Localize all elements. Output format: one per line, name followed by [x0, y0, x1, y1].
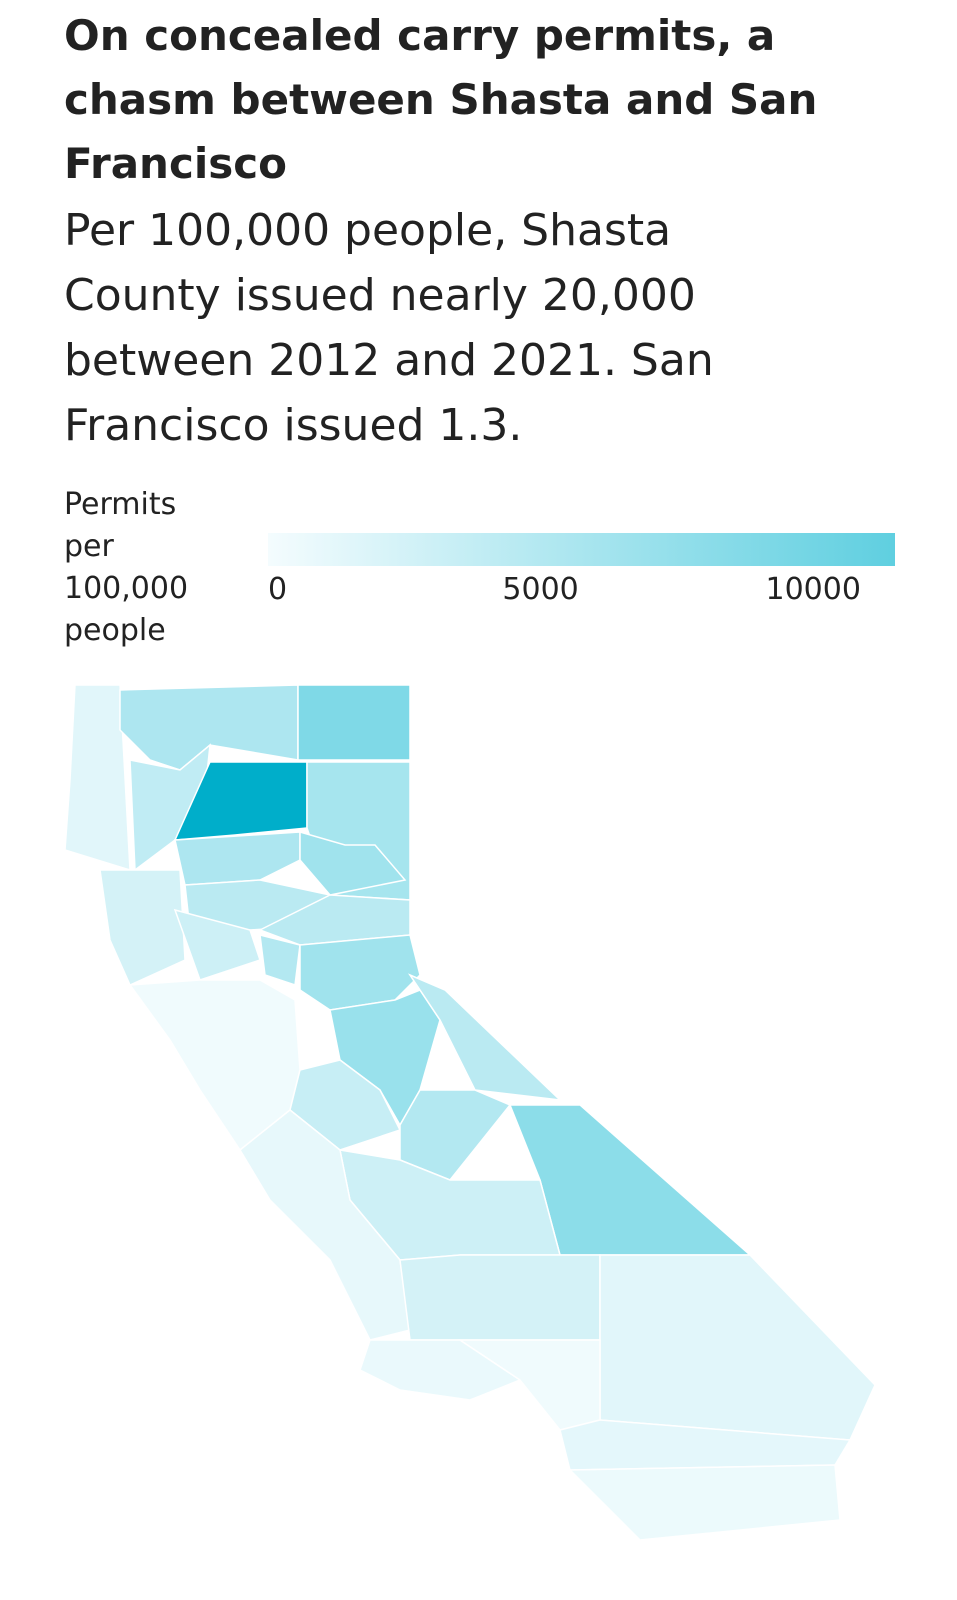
legend-tick-label: 10000 — [765, 572, 860, 607]
county — [173, 761, 308, 841]
legend-title: Permits per 100,000 people — [64, 487, 189, 648]
county — [297, 684, 411, 761]
chart-title: On concealed carry permits, a chasm betw… — [64, 11, 818, 188]
county — [599, 1254, 876, 1441]
county — [99, 869, 186, 986]
regions — [64, 684, 876, 1541]
county — [559, 1419, 852, 1471]
county — [399, 1254, 601, 1341]
county — [407, 973, 563, 1102]
county — [173, 908, 261, 981]
county — [174, 831, 301, 886]
legend-bar — [268, 533, 895, 566]
county — [299, 831, 407, 896]
chart-subtitle: Per 100,000 people, Shasta County issued… — [64, 205, 714, 451]
county — [568, 1464, 841, 1541]
county — [259, 934, 301, 987]
legend-tick-label: 0 — [268, 572, 287, 607]
county — [64, 684, 131, 872]
legend-tick-label: 5000 — [502, 572, 578, 607]
